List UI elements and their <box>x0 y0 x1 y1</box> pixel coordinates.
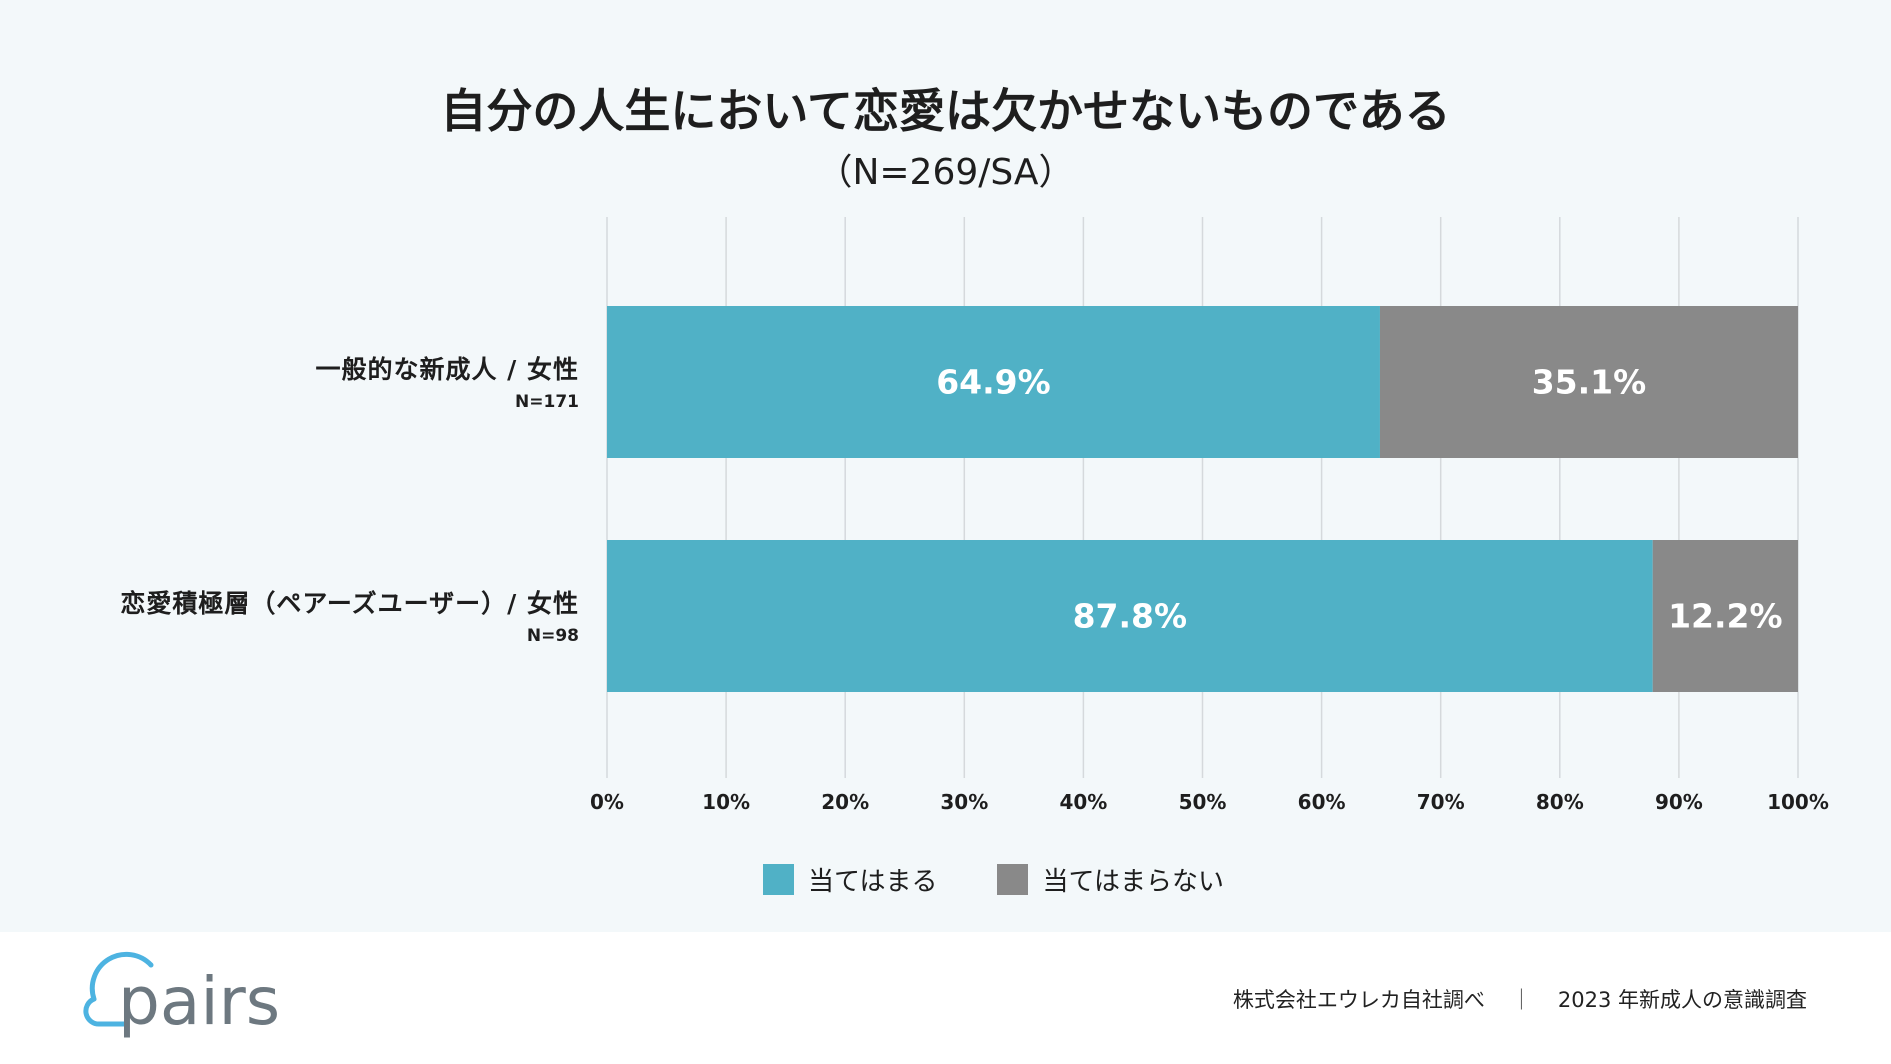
credit-separator: ｜ <box>1510 988 1532 1012</box>
x-tick-label-60: 60% <box>1298 790 1346 814</box>
x-tick-label-90: 90% <box>1655 790 1703 814</box>
source-credit: 株式会社エウレカ自社調べ ｜ 2023 年新成人の意識調査 <box>1233 986 1807 1014</box>
x-tick-label-20: 20% <box>821 790 869 814</box>
x-tick-label-80: 80% <box>1536 790 1584 814</box>
survey-name: 2023 年新成人の意識調査 <box>1557 988 1807 1012</box>
x-tick-label-30: 30% <box>940 790 988 814</box>
chart-panel: 自分の人生において恋愛は欠かせないものである （N=269/SA） 一般的な新成… <box>0 0 1891 932</box>
gridlines <box>606 217 1799 778</box>
category-sample-size: N=171 <box>515 392 579 412</box>
legend-label-applies: 当てはまる <box>808 866 938 897</box>
data-label-applies-general-new-adults-women: 64.9% <box>936 363 1051 402</box>
legend-swatch-applies <box>763 863 794 895</box>
chart-title: 自分の人生において恋愛は欠かせないものである <box>440 84 1451 138</box>
bars <box>607 306 1798 692</box>
category-name: 一般的な新成人 / 女性 <box>315 355 579 384</box>
chart-subtitle: （N=269/SA） <box>816 152 1075 193</box>
legend-label-does-not-apply: 当てはまらない <box>1042 866 1224 897</box>
legend: 当てはまる 当てはまらない <box>763 861 1224 898</box>
category-label-general-new-adults-women: 一般的な新成人 / 女性 N=171 <box>315 354 579 413</box>
legend-item-does-not-apply: 当てはまらない <box>997 861 1224 898</box>
bar-applies-active-daters-pairs-users-women <box>607 540 1653 692</box>
x-tick-label-0: 0% <box>590 790 624 814</box>
x-tick-label-70: 70% <box>1417 790 1465 814</box>
category-label-active-daters-pairs-users-women: 恋愛積極層（ペアーズユーザー）/ 女性 N=98 <box>120 588 579 647</box>
x-tick-label-100: 100% <box>1767 790 1829 814</box>
bar-does-not-apply-general-new-adults-women <box>1379 306 1798 458</box>
cloud-icon <box>83 951 154 1027</box>
x-tick-label-50: 50% <box>1179 790 1227 814</box>
footer: pairs 株式会社エウレカ自社調べ ｜ 2023 年新成人の意識調査 <box>0 932 1891 1064</box>
data-label-does-not-apply-general-new-adults-women: 35.1% <box>1532 363 1647 402</box>
bar-value-labels: 64.9% 35.1% 87.8% 12.2% <box>936 363 1782 636</box>
bar-does-not-apply-active-daters-pairs-users-women <box>1652 540 1798 692</box>
logo-wordmark: pairs <box>118 963 280 1040</box>
pairs-logo: pairs <box>78 945 308 1045</box>
x-axis-tick-labels: 0% 10% 20% 30% 40% 50% 60% 70% 80% 90% 100% <box>590 790 1829 814</box>
legend-item-applies: 当てはまる <box>763 861 937 898</box>
category-sample-size: N=98 <box>526 626 579 646</box>
data-label-does-not-apply-active-daters-pairs-users-women: 12.2% <box>1668 597 1783 636</box>
x-tick-label-40: 40% <box>1059 790 1107 814</box>
x-tick-label-10: 10% <box>702 790 750 814</box>
stacked-bar-chart: 64.9% 35.1% 87.8% 12.2% 0% 10% 20% 30% 40% 50% 60%… <box>590 217 1829 814</box>
source-company: 株式会社エウレカ自社調べ <box>1232 988 1485 1012</box>
category-name: 恋愛積極層（ペアーズユーザー）/ 女性 <box>120 589 579 618</box>
data-label-applies-active-daters-pairs-users-women: 87.8% <box>1073 597 1188 636</box>
legend-swatch-does-not-apply <box>997 863 1029 895</box>
bar-applies-general-new-adults-women <box>607 306 1380 458</box>
